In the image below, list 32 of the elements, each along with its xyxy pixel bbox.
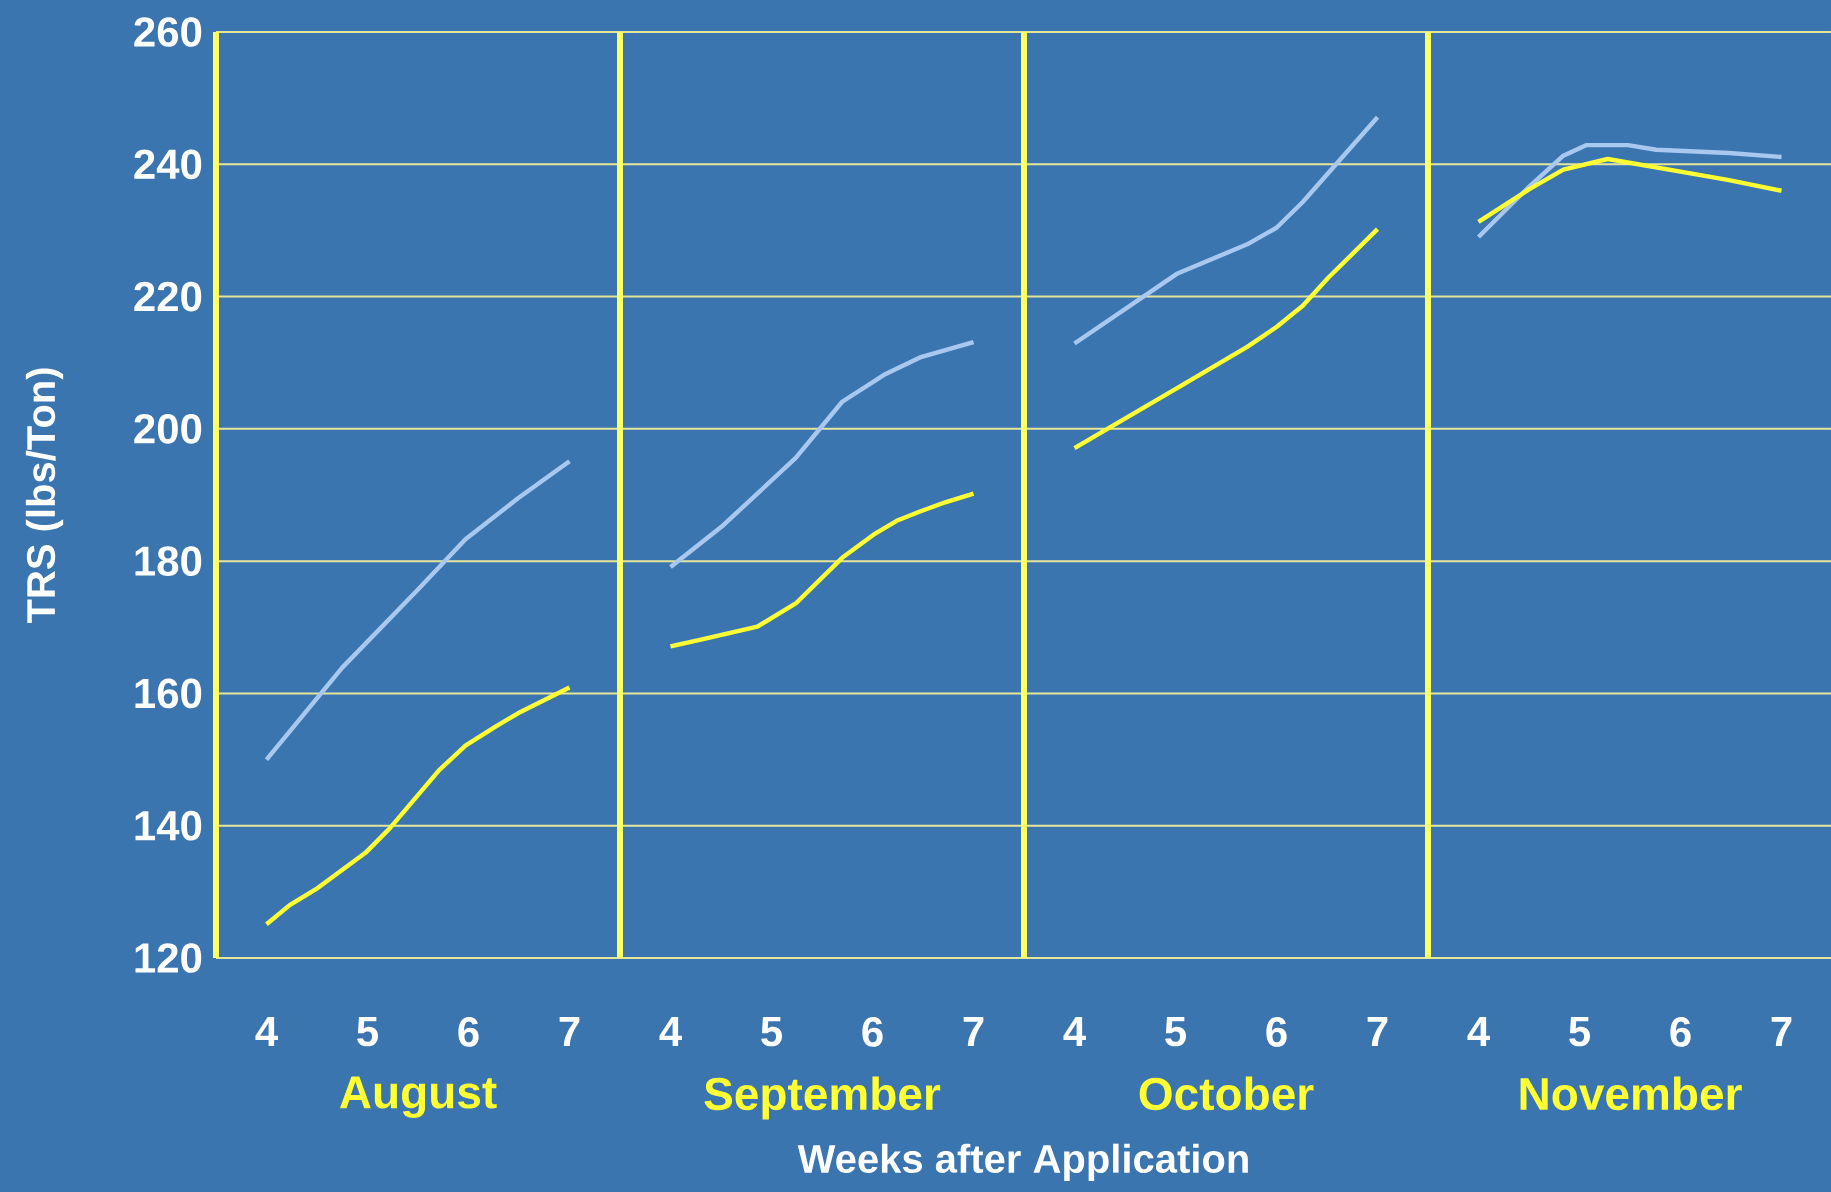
x-tick-label: 4 — [1467, 1017, 1490, 1046]
x-tick-label: 6 — [1670, 1017, 1691, 1047]
y-axis-title: TRS (lbs/Ton) — [25, 368, 64, 624]
y-tick-label: 260 — [134, 17, 202, 47]
y-tick-label: 240 — [134, 149, 202, 180]
y-tick-label: 220 — [134, 281, 202, 312]
y-tick-label: 200 — [134, 413, 202, 444]
x-axis-title: August — [339, 1076, 497, 1118]
y-tick-label: 120 — [135, 943, 202, 973]
x-tick-label: 4 — [659, 1017, 682, 1046]
x-tick-label: 5 — [1569, 1017, 1591, 1047]
x-tick-label: 6 — [458, 1017, 479, 1047]
text: Weeks after Application — [797, 1143, 1248, 1181]
x-tick-label: 7 — [559, 1017, 580, 1046]
y-tick-label: 160 — [135, 678, 202, 709]
x-tick-label: 6 — [862, 1017, 883, 1047]
x-tick-label: 7 — [1771, 1017, 1792, 1046]
x-tick-label: 5 — [1165, 1017, 1187, 1047]
y-tick-label: 140 — [135, 810, 202, 841]
x-axis-title: September — [704, 1076, 941, 1120]
x-tick-label: 5 — [761, 1017, 783, 1047]
y-tick-label: 180 — [135, 546, 202, 576]
x-tick-label: 4 — [255, 1017, 278, 1046]
x-axis-title: November — [1520, 1076, 1742, 1111]
x-tick-label: 4 — [1063, 1017, 1086, 1046]
x-tick-label: 5 — [357, 1017, 378, 1047]
x-tick-label: 7 — [1367, 1017, 1388, 1046]
line-series — [264, 459, 572, 762]
x-tick-label: 6 — [1266, 1017, 1287, 1047]
x-axis-title: October — [1139, 1076, 1314, 1111]
x-tick-label: 7 — [963, 1017, 984, 1046]
line-series — [264, 685, 572, 927]
